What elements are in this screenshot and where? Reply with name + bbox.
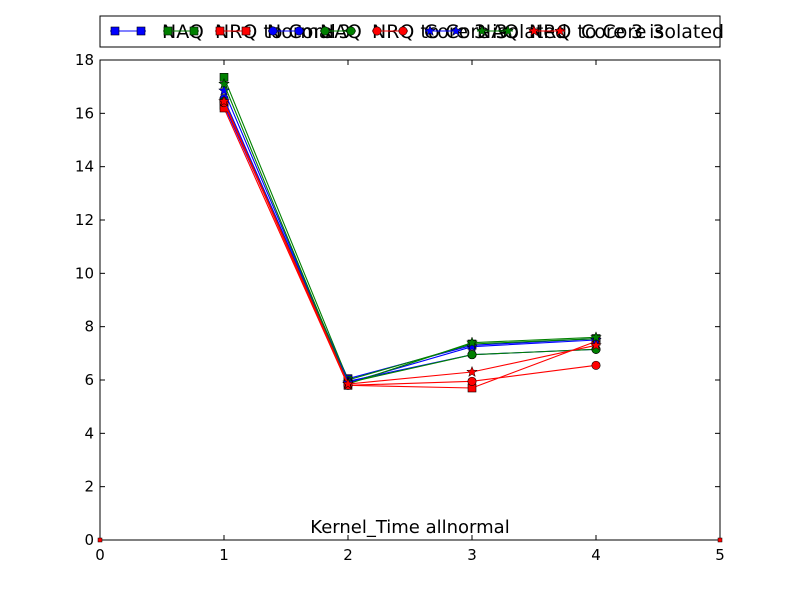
y-tick-label: 14 <box>75 158 94 176</box>
legend-marker-b-8 <box>554 24 566 37</box>
x-tick-label: 5 <box>715 546 725 564</box>
legend-marker-b-2 <box>241 26 251 36</box>
series-point-8-0 <box>218 95 230 107</box>
series-line-2 <box>223 107 597 389</box>
series-point-8-2 <box>466 365 478 378</box>
legend-marker-b-7 <box>502 24 514 37</box>
y-tick-label: 0 <box>84 531 94 549</box>
legend-marker-b-4 <box>346 26 356 36</box>
series-point-5-3 <box>591 360 601 370</box>
y-tick-label: 2 <box>84 478 94 496</box>
legend-marker-a-7 <box>476 24 488 37</box>
series-point-7-0 <box>218 77 230 90</box>
series-point-6-0 <box>218 84 230 96</box>
series-point-8-3 <box>590 339 602 351</box>
legend-label-0: NAQ <box>162 21 204 43</box>
legend-frame <box>99 15 721 48</box>
legend-marker-a-2 <box>215 26 225 36</box>
y-tick-label: 10 <box>75 264 94 282</box>
series-point-6-2 <box>466 340 478 352</box>
legend-marker-a-6 <box>424 24 436 37</box>
series-point-5-2 <box>467 376 477 386</box>
x-tick-label: 0 <box>95 546 105 564</box>
legend-marker-b-0 <box>136 26 146 36</box>
y-tick-label: 8 <box>84 318 94 336</box>
legend-marker-a-5 <box>372 26 382 36</box>
series-point-7-2 <box>466 336 478 348</box>
x-tick-label: 2 <box>343 546 353 564</box>
chart-title: Kernel_Time allnormal <box>310 517 509 538</box>
legend-marker-a-1 <box>163 26 173 36</box>
legend-marker-b-3 <box>294 26 304 36</box>
y-tick-label: 12 <box>75 211 94 229</box>
legend-label-7: NRQ to Core 3 <box>529 21 665 43</box>
x-tick-label: 1 <box>219 546 229 564</box>
y-tick-label: 6 <box>84 371 94 389</box>
legend-marker-b-1 <box>189 26 199 36</box>
series-layer <box>218 73 602 393</box>
series-line-8 <box>223 101 597 385</box>
x-tick-label: 3 <box>467 546 477 564</box>
series-line-7 <box>223 83 597 385</box>
legend-label-4: NRQ to Core 3 <box>372 21 508 43</box>
legend-marker-b-6 <box>450 24 462 37</box>
legend-marker-b-5 <box>398 26 408 36</box>
edge-marker-right <box>717 537 723 543</box>
legend-label-3: NAQ <box>320 21 362 43</box>
plot-area <box>100 60 720 540</box>
plot-frame <box>99 59 721 541</box>
edge-marker-left <box>97 537 103 543</box>
legend-marker-a-0 <box>110 26 120 36</box>
legend-marker-a-4 <box>320 26 330 36</box>
series-line-1 <box>223 77 597 381</box>
legend-label-1: NRQ to Core 3 <box>215 21 351 43</box>
legend-label-8: Core 3 isolated <box>581 21 724 43</box>
y-tick-label: 4 <box>84 424 94 442</box>
legend-marker-a-8 <box>528 24 540 37</box>
legend-marker-a-3 <box>268 26 278 36</box>
y-tick-label: 16 <box>75 104 94 122</box>
legend-label-5: Core 3 isolated <box>424 21 567 43</box>
series-point-8-1 <box>342 377 354 390</box>
series-line-6 <box>223 90 597 384</box>
x-tick-label: 4 <box>591 546 601 564</box>
y-tick-label: 18 <box>75 51 94 69</box>
series-point-4-2 <box>467 350 477 360</box>
